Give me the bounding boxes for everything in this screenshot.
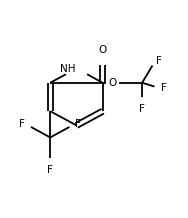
Text: O: O [99, 45, 107, 55]
Text: F: F [47, 165, 53, 175]
Text: NH: NH [60, 63, 75, 73]
Text: F: F [139, 104, 145, 114]
Text: F: F [161, 83, 167, 93]
Text: F: F [156, 56, 162, 66]
Text: O: O [108, 78, 117, 88]
Text: F: F [75, 119, 81, 129]
Text: F: F [19, 119, 25, 129]
